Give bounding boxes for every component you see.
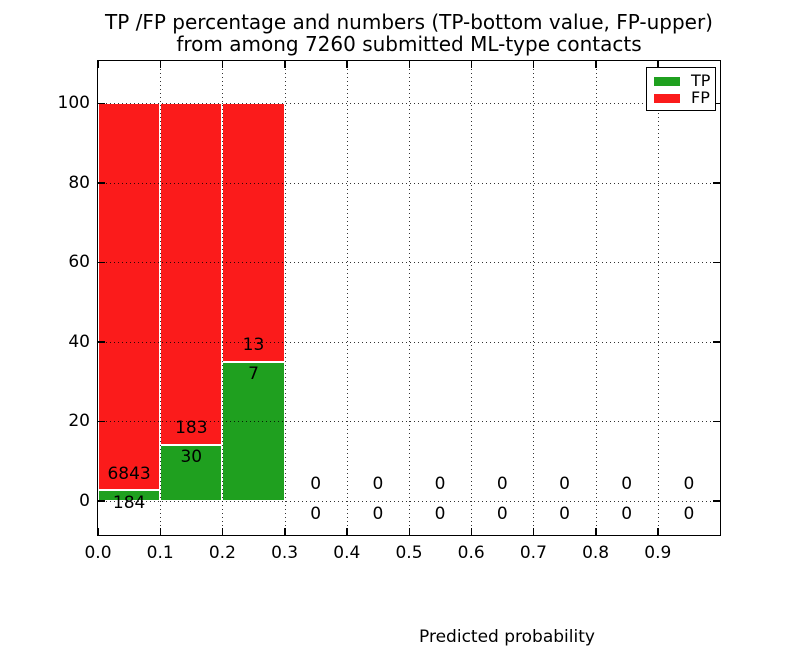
x-tick-label: 0.2 bbox=[208, 543, 236, 563]
x-tick bbox=[284, 528, 286, 535]
tp-count-label: 0 bbox=[496, 503, 508, 524]
figure: TP /FP percentage and numbers (TP-bottom… bbox=[58, 11, 721, 647]
y-tick bbox=[98, 261, 105, 264]
tp-count-label: 0 bbox=[372, 503, 384, 524]
x-tick-top bbox=[657, 61, 659, 68]
chart-title-line1: TP /FP percentage and numbers (TP-bottom… bbox=[105, 10, 713, 34]
gridline-x0.9 bbox=[657, 61, 659, 535]
x-tick bbox=[532, 528, 535, 535]
x-tick bbox=[657, 528, 659, 535]
x-tick-top bbox=[97, 61, 99, 68]
x-tick-label: 0.6 bbox=[457, 543, 485, 563]
gridline-x0.4 bbox=[346, 61, 348, 535]
x-tick bbox=[408, 528, 410, 535]
legend: TP FP bbox=[646, 67, 716, 111]
bar-tp bbox=[222, 361, 285, 501]
gridline-x0.7 bbox=[533, 61, 535, 535]
x-tick bbox=[221, 528, 224, 535]
y-tick-right bbox=[713, 341, 720, 343]
fp-swatch-icon bbox=[654, 93, 680, 103]
gridline-x0.1 bbox=[160, 61, 162, 535]
plot-area: TP FP 0.0 0.1 0.2 0.3 0.4 0.5 0.6 0.7 0.8 0.9 0 20 40… bbox=[58, 60, 721, 647]
tp-swatch-icon bbox=[654, 76, 680, 86]
fp-count-label: 0 bbox=[434, 474, 446, 495]
y-tick-label: 40 bbox=[68, 331, 90, 352]
y-tick-label: 80 bbox=[68, 172, 90, 193]
x-tick bbox=[346, 528, 348, 535]
tp-count-label: 0 bbox=[621, 503, 633, 524]
fp-count-label: 13 bbox=[242, 335, 265, 356]
fp-count-label: 0 bbox=[683, 474, 695, 495]
gridline-x0.2 bbox=[222, 61, 224, 535]
x-tick-label: 0.9 bbox=[644, 543, 672, 563]
x-tick bbox=[159, 528, 162, 535]
bar-fp bbox=[98, 103, 161, 491]
x-tick-top bbox=[532, 61, 535, 68]
bar-fp bbox=[222, 103, 285, 362]
x-tick-top bbox=[408, 61, 410, 68]
y-tick bbox=[98, 500, 105, 502]
x-tick-label: 0.5 bbox=[395, 543, 423, 563]
x-tick bbox=[595, 528, 597, 535]
x-tick bbox=[470, 528, 473, 535]
fp-count-label: 183 bbox=[175, 418, 208, 439]
fp-count-label: 0 bbox=[559, 474, 570, 495]
tp-count-label: 184 bbox=[112, 493, 146, 514]
x-tick-label: 0.4 bbox=[333, 543, 361, 563]
legend-label-tp: TP bbox=[691, 71, 711, 90]
fp-count-label: 0 bbox=[310, 474, 322, 495]
x-tick-label: 0.0 bbox=[84, 543, 112, 563]
chart-title: TP /FP percentage and numbers (TP-bottom… bbox=[97, 11, 721, 55]
y-tick-label: 20 bbox=[68, 411, 90, 432]
fp-count-label: 0 bbox=[372, 474, 384, 495]
y-tick-right bbox=[713, 102, 720, 105]
gridline-x0.3 bbox=[284, 61, 286, 535]
legend-item-tp: TP bbox=[654, 71, 711, 90]
y-tick bbox=[98, 182, 105, 184]
x-tick-label: 0.3 bbox=[271, 543, 299, 563]
tp-count-label: 0 bbox=[434, 503, 446, 524]
y-tick-right bbox=[713, 420, 720, 423]
x-tick-top bbox=[159, 61, 162, 68]
y-tick-right bbox=[713, 182, 720, 184]
x-axis-label: Predicted probability bbox=[419, 627, 595, 647]
x-tick-top bbox=[595, 61, 597, 68]
y-tick-label: 100 bbox=[57, 93, 90, 114]
legend-label-fp: FP bbox=[691, 88, 710, 107]
y-tick bbox=[98, 420, 105, 423]
plot-inner: TP FP 0.0 0.1 0.2 0.3 0.4 0.5 0.6 0.7 0.8 0.9 0 20 40… bbox=[58, 61, 720, 563]
tp-count-label: 7 bbox=[248, 364, 259, 385]
chart-title-line2: from among 7260 submitted ML-type contac… bbox=[176, 32, 642, 56]
bar-tp bbox=[98, 490, 161, 501]
y-tick-right bbox=[713, 261, 720, 264]
y-tick-label: 60 bbox=[68, 252, 90, 273]
y-tick bbox=[98, 341, 105, 343]
gridline-x0.6 bbox=[471, 61, 473, 535]
tp-count-label: 0 bbox=[559, 503, 570, 524]
y-tick-label: 0 bbox=[79, 490, 90, 511]
legend-item-fp: FP bbox=[654, 88, 710, 107]
x-tick-top bbox=[470, 61, 473, 68]
bar-fp bbox=[160, 103, 223, 445]
gridline-x0.8 bbox=[595, 61, 597, 535]
tp-count-label: 0 bbox=[310, 503, 322, 524]
x-tick-label: 0.7 bbox=[519, 543, 547, 563]
y-tick-right bbox=[713, 500, 720, 502]
tp-count-label: 0 bbox=[683, 503, 695, 524]
fp-count-label: 6843 bbox=[107, 464, 151, 485]
x-tick-top bbox=[284, 61, 286, 68]
tp-count-label: 30 bbox=[180, 447, 203, 468]
fp-count-label: 0 bbox=[496, 474, 508, 495]
fp-count-label: 0 bbox=[621, 474, 633, 495]
x-tick bbox=[97, 528, 99, 535]
x-tick-top bbox=[221, 61, 224, 68]
gridline-x0.5 bbox=[409, 61, 410, 535]
x-tick-top bbox=[346, 61, 348, 68]
x-tick-label: 0.8 bbox=[582, 543, 610, 563]
x-tick-label: 0.1 bbox=[146, 543, 174, 563]
y-tick bbox=[98, 102, 105, 105]
